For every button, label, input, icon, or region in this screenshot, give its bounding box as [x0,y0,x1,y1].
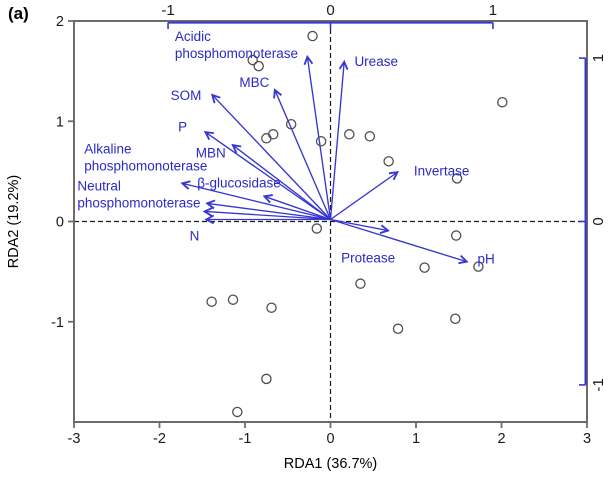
data-point [419,262,430,273]
x-axis-tick-label: 0 [326,431,334,447]
vector-arrow [207,203,331,221]
data-point [267,129,279,140]
panel-label: (a) [8,4,29,23]
data-point [450,313,461,324]
right-axis-tick-label: -1 [590,378,607,391]
data-point [261,133,272,144]
data-point [497,96,508,108]
vector-label: N [190,229,200,244]
vector-label: SOM [171,88,202,103]
data-point [315,136,327,147]
data-point [261,373,272,385]
y-axis-tick-label: 0 [56,215,64,231]
vector-arrow [329,62,345,220]
vector-label: Acidic phosphomonoterase [175,29,298,61]
top-axis-tick-label: 0 [326,2,334,19]
vector-arrow [183,183,331,221]
x-axis-tick-label: 2 [497,431,505,447]
right-axis-tick-label: 1 [590,54,607,62]
data-point [232,406,243,418]
top-axis-tick-label: 1 [489,2,497,19]
data-point [344,129,355,140]
vector-label: Invertase [414,163,470,178]
vector-arrow [265,196,331,221]
vector-label: pH [477,252,494,267]
x-axis-tick-label: 1 [412,431,420,447]
y-axis-tick-label: -1 [51,315,64,331]
data-point [355,278,366,289]
data-point [383,156,394,167]
data-point [311,223,323,234]
data-point [285,119,297,130]
data-point [451,173,463,184]
vector-arrow [307,57,332,220]
x-axis-tick-label: -2 [153,431,166,447]
right-axis-tick-label: 0 [590,217,607,225]
vector-label: MBN [196,145,226,160]
x-axis-tick-label: 3 [583,431,591,447]
vector-label: Neutral phosphomonoterase [77,178,200,210]
x-axis-tick-label: -1 [239,431,252,447]
vector-arrow [233,145,331,221]
data-point [227,294,239,305]
vector-label: β-glucosidase [197,175,281,190]
data-point [473,261,484,272]
vector-label: Urease [354,54,398,69]
data-point [307,30,318,42]
vector-arrow [206,132,331,221]
y-axis-title: RDA2 (19.2%) [6,175,22,268]
data-point [392,323,404,335]
x-axis-title: RDA1 (36.7%) [284,456,377,472]
vector-label: Alkaline phosphomonoterase [84,141,207,173]
data-point [206,296,217,307]
y-axis-tick-label: 2 [56,14,64,30]
vector-arrow [330,218,388,231]
top-axis-tick-label: -1 [161,2,174,19]
vector-arrow [330,218,467,262]
vector-arrow [205,211,331,221]
vector-label: P [178,119,187,134]
vector-label: Protease [341,251,395,266]
data-point [247,54,258,66]
x-axis-tick-label: -3 [68,431,81,447]
data-point [450,230,462,241]
vector-arrow [213,95,331,220]
vector-arrow [330,172,398,221]
data-point [364,131,376,142]
data-point [253,60,264,72]
data-point [266,302,277,313]
vector-label: MBC [239,75,269,90]
y-axis-tick-label: 1 [56,114,64,130]
vector-arrow [275,90,332,220]
